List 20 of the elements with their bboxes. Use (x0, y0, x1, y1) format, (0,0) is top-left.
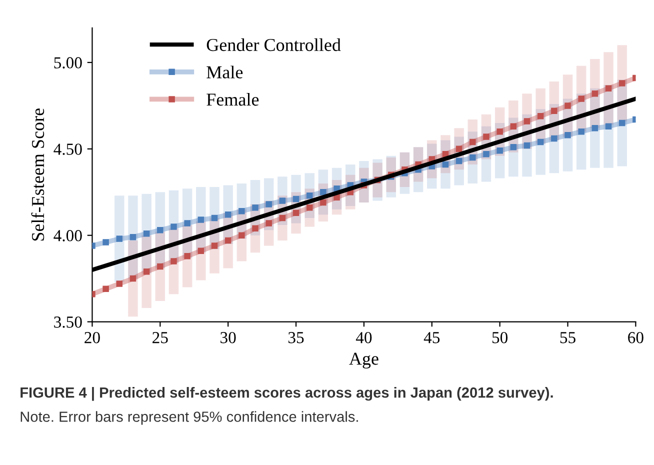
x-tick-label: 30 (220, 332, 236, 344)
x-axis-title: Age (349, 352, 378, 369)
x-tick-label: 60 (628, 332, 644, 344)
y-tick-label: 3.50 (54, 316, 82, 328)
x-tick-label: 20 (84, 332, 100, 344)
y-tick-label: 5.00 (54, 57, 82, 68)
x-tick-label: 35 (288, 332, 304, 344)
x-tick-label: 40 (356, 332, 372, 344)
legend-label: Female (206, 93, 259, 106)
legend-label: Gender Controlled (206, 38, 341, 52)
y-tick-label: 4.00 (54, 230, 82, 242)
y-tick-label: 4.50 (54, 144, 82, 155)
x-tick-label: 25 (152, 332, 168, 344)
x-tick-label: 55 (560, 332, 576, 344)
text: Note. Error bars represent 95% confidence intervals. (20, 411, 358, 425)
x-tick-label: 50 (492, 332, 508, 344)
y-axis-title: Self-Esteem Score (31, 108, 44, 241)
x-tick-label: 45 (424, 332, 440, 344)
legend-label: Male (206, 66, 243, 78)
caption: FIGURE 4 | Predicted self-esteem scores across ages in Japan (2012 survey). (20, 387, 553, 401)
